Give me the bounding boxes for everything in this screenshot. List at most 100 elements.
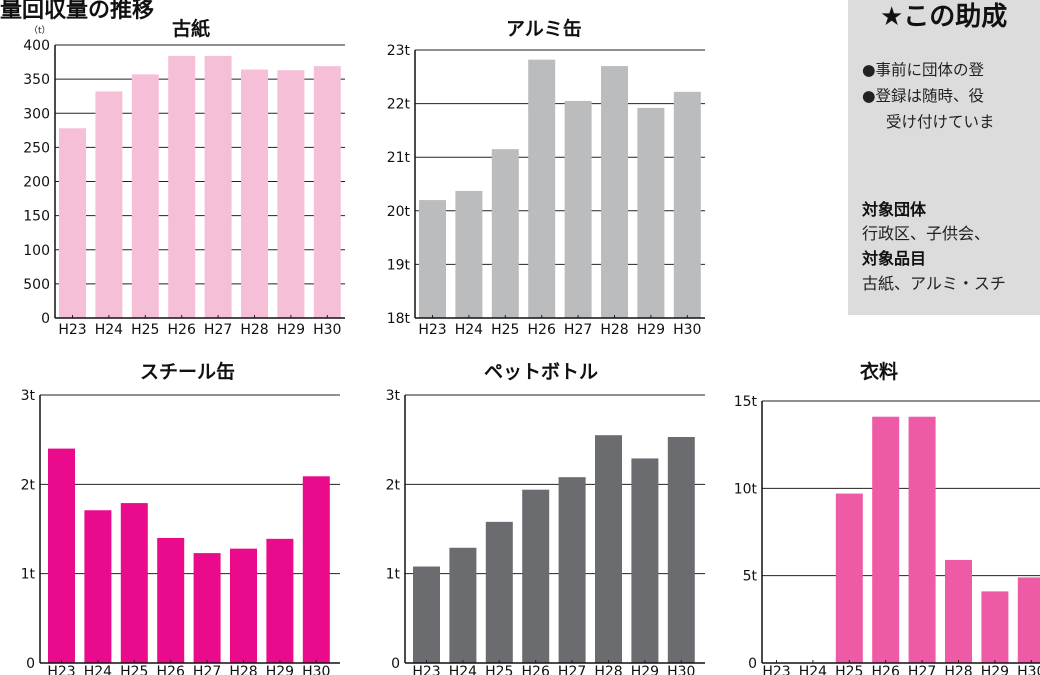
x-tick-label: H28 (600, 322, 628, 338)
y-tick-label: 15t (734, 394, 758, 410)
page-heading: 量回収量の推移 (0, 0, 155, 23)
y-tick-label: 150 (23, 209, 50, 225)
chart-title: スチール缶 (140, 361, 236, 383)
y-tick-label: 500 (23, 277, 50, 293)
x-tick-label: H25 (491, 322, 519, 338)
bar (667, 436, 695, 663)
chart-pet: 0 1t 2t 3t H23 H24 H25 H26 H27 H28 H29 H30 ペットボトル (360, 355, 720, 675)
bar (945, 559, 972, 663)
y-tick-label: 5t (743, 569, 758, 585)
y-tick-label: 21t (387, 150, 411, 166)
x-tick-label: H23 (47, 664, 75, 675)
chart-title: 衣料 (860, 361, 899, 383)
bar (601, 66, 628, 318)
y-tick-label: 10t (734, 481, 758, 497)
y-tick-label: 3t (386, 388, 401, 404)
bar (413, 566, 440, 663)
y-tick-label: 18t (387, 311, 411, 327)
x-tick-label: H30 (667, 664, 695, 675)
info-section-body: 古紙、アルミ・スチ (862, 274, 1006, 293)
x-tick-label: H26 (872, 664, 900, 675)
x-tick-label: H23 (58, 322, 86, 338)
bar (455, 190, 483, 318)
bar (631, 458, 659, 663)
x-tick-label: H23 (762, 664, 790, 675)
x-tick-label: H29 (277, 322, 305, 338)
bar (131, 74, 159, 318)
x-tick-label: H29 (981, 664, 1009, 675)
bar (485, 521, 513, 663)
bar (193, 553, 221, 663)
x-tick-label: H26 (168, 322, 196, 338)
chart-clothing: 0 5t 10t 15t H23 H24 H25 H26 H27 H28 H29 H30 衣料 (720, 355, 1040, 675)
chart-svg: 0 500 100 150 200 250 300 350 400 （t） H23 H24 H25 H26… (23, 25, 345, 338)
y-tick-label: 2t (386, 477, 401, 493)
x-tick-label: H27 (908, 664, 936, 675)
y-tick-label: 400 (23, 38, 50, 54)
chart-title: ペットボトル (484, 361, 599, 383)
x-tick-label: H27 (558, 664, 586, 675)
unit-label: （t） (29, 25, 51, 36)
x-tick-label: H25 (485, 664, 513, 675)
y-tick-label: 0 (748, 656, 757, 672)
y-tick-label: 23t (387, 43, 411, 59)
chart-svg: 0 1t 2t 3t H23 H24 H25 H26 H27 H28 H29 H30 (21, 388, 340, 675)
bar (558, 477, 586, 663)
chart-aluminum: 18t 19t 20t 21t 22t 23t H23 H24 H25 H26 H27 H28 H29 H… (360, 0, 720, 340)
chart-paper: 0 500 100 150 200 250 300 350 400 （t） H23 H24 H25 H26… (0, 0, 360, 340)
bar (84, 510, 112, 663)
bar (872, 416, 900, 663)
chart-title: アルミ缶 (506, 18, 582, 40)
bar (241, 69, 268, 318)
chart-steel: 0 1t 2t 3t H23 H24 H25 H26 H27 H28 H29 H30 スチール缶 (0, 355, 360, 675)
bar (528, 59, 556, 318)
bar (637, 107, 665, 318)
bar (522, 489, 550, 663)
bar (230, 548, 257, 663)
x-tick-label: H27 (193, 664, 221, 675)
x-tick-label: H26 (522, 664, 550, 675)
y-tick-label: 2t (21, 477, 36, 493)
x-tick-label: H27 (204, 322, 232, 338)
x-tick-label: H24 (455, 322, 483, 338)
y-tick-label: 22t (387, 97, 411, 113)
y-tick-label: 19t (387, 257, 411, 273)
x-tick-label: H23 (412, 664, 440, 675)
bar (1017, 577, 1040, 663)
bar (302, 476, 330, 663)
x-tick-label: H24 (95, 322, 123, 338)
bar (564, 100, 592, 318)
x-tick-label: H30 (673, 322, 701, 338)
chart-svg: 0 1t 2t 3t H23 H24 H25 H26 H27 H28 H29 H30 (386, 388, 705, 675)
bar (277, 70, 305, 318)
info-section-heading: 対象団体 (862, 200, 927, 219)
x-tick-label: H26 (157, 664, 185, 675)
x-tick-label: H25 (835, 664, 863, 675)
info-line: 受け付けていま (886, 113, 995, 131)
bar (59, 128, 86, 318)
y-tick-label: 250 (23, 140, 50, 156)
bar (419, 200, 446, 318)
bar (157, 537, 185, 663)
x-tick-label: H26 (528, 322, 556, 338)
info-box-title: ★この助成 (880, 2, 1008, 32)
x-tick-label: H24 (449, 664, 477, 675)
y-tick-label: 350 (23, 72, 50, 88)
bar (95, 91, 123, 318)
bar (908, 416, 936, 663)
chart-svg: 18t 19t 20t 21t 22t 23t H23 H24 H25 H26 H27 H28 H29 H… (387, 43, 705, 338)
info-box: ★この助成 ●事前に団体の登 ●登録は随時、役 受け付けていま 対象団体 行政区… (848, 0, 1040, 315)
y-tick-label: 3t (21, 388, 36, 404)
bar (981, 591, 1009, 663)
x-tick-label: H23 (418, 322, 446, 338)
bar (204, 55, 232, 319)
bar (313, 66, 341, 318)
info-section-heading: 対象品目 (862, 249, 927, 268)
x-tick-label: H25 (131, 322, 159, 338)
x-tick-label: H28 (594, 664, 622, 675)
x-tick-label: H28 (944, 664, 972, 675)
x-tick-label: H29 (637, 322, 665, 338)
bar (595, 435, 622, 663)
x-tick-label: H30 (302, 664, 330, 675)
info-line: ●事前に団体の登 (862, 61, 985, 79)
